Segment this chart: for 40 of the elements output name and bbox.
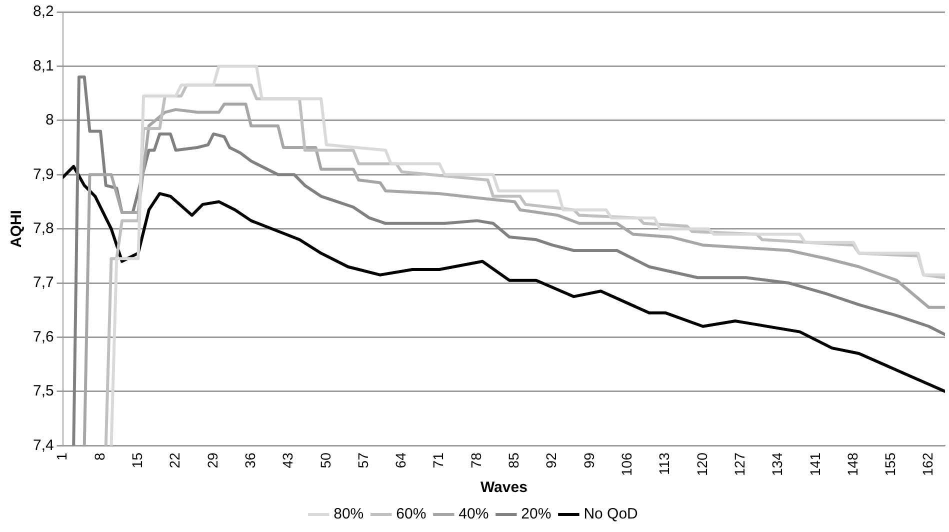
legend-label: 40%	[458, 506, 489, 523]
legend-label: 20%	[521, 506, 552, 523]
x-tick-label: 155	[882, 452, 898, 476]
y-tick-label: 7,4	[32, 436, 54, 454]
x-tick-label: 148	[844, 452, 860, 476]
x-tick-label: 92	[543, 452, 560, 468]
y-tick-label: 8	[46, 112, 54, 129]
x-tick-label: 57	[354, 452, 371, 468]
y-axis-title: AQHI	[8, 210, 26, 248]
x-tick-label: 15	[129, 452, 146, 468]
x-tick-label: 71	[430, 452, 446, 468]
x-tick-label: 64	[392, 452, 409, 468]
legend-label: 60%	[396, 506, 426, 523]
x-tick-label: 1	[54, 452, 70, 460]
y-tick-label: 7,9	[32, 166, 54, 183]
y-tick-label: 7,5	[32, 382, 54, 400]
x-tick-label: 113	[656, 452, 672, 475]
x-tick-label: 162	[920, 452, 936, 476]
legend-label: No QoD	[584, 506, 638, 523]
x-tick-label: 36	[242, 452, 258, 468]
x-tick-label: 29	[204, 452, 220, 468]
y-tick-label: 7,6	[32, 328, 54, 346]
x-tick-label: 43	[280, 452, 296, 468]
x-axis-title: Waves	[480, 479, 528, 496]
y-tick-label: 8,1	[32, 57, 54, 74]
x-tick-label: 120	[694, 452, 710, 476]
x-tick-label: 141	[806, 452, 823, 476]
legend-label: 80%	[334, 506, 364, 523]
x-tick-label: 50	[317, 452, 334, 468]
y-tick-label: 7,7	[32, 274, 54, 292]
y-tick-label: 7,8	[32, 220, 54, 237]
x-tick-label: 106	[618, 452, 634, 476]
x-tick-label: 127	[731, 452, 748, 476]
x-tick-label: 134	[769, 452, 786, 476]
x-tick-label: 85	[506, 452, 522, 468]
x-tick-label: 22	[166, 452, 183, 468]
x-tick-label: 8	[91, 452, 108, 460]
x-tick-label: 78	[468, 452, 484, 468]
y-tick-label: 8,2	[32, 3, 54, 20]
x-tick-label: 99	[580, 452, 597, 468]
